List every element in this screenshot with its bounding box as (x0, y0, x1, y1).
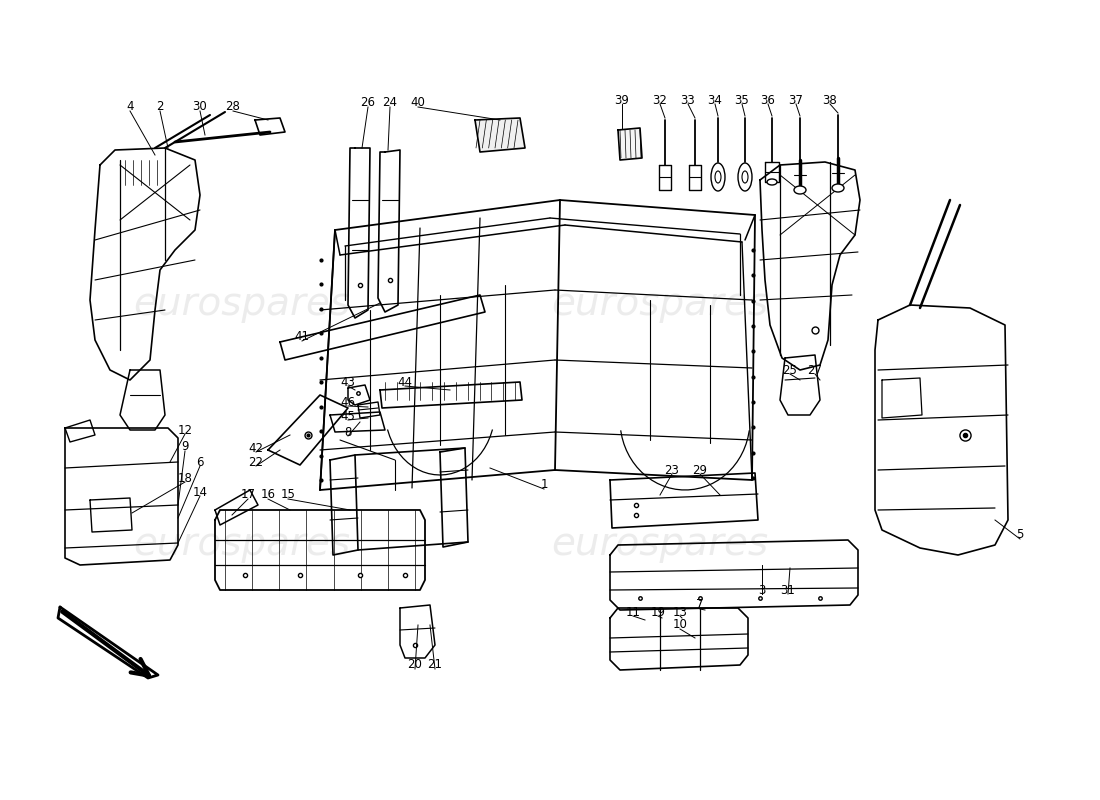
Text: 45: 45 (341, 410, 355, 422)
Text: 31: 31 (781, 583, 795, 597)
Text: 28: 28 (226, 101, 241, 114)
Text: 33: 33 (681, 94, 695, 106)
Text: 4: 4 (126, 101, 134, 114)
Text: 15: 15 (280, 489, 296, 502)
Text: 36: 36 (760, 94, 775, 106)
Ellipse shape (711, 163, 725, 191)
Text: 2: 2 (156, 101, 164, 114)
Text: 12: 12 (177, 423, 192, 437)
Text: eurospares: eurospares (133, 525, 351, 563)
Text: 25: 25 (782, 363, 797, 377)
Text: 3: 3 (758, 583, 766, 597)
Text: 42: 42 (249, 442, 264, 454)
Text: 41: 41 (295, 330, 309, 343)
Polygon shape (475, 118, 525, 152)
Text: 14: 14 (192, 486, 208, 498)
Text: 26: 26 (361, 97, 375, 110)
Text: 34: 34 (707, 94, 723, 106)
Text: eurospares: eurospares (551, 525, 769, 563)
Ellipse shape (832, 184, 844, 192)
Text: 29: 29 (693, 463, 707, 477)
Text: 11: 11 (626, 606, 640, 618)
Text: 17: 17 (241, 489, 255, 502)
Text: 24: 24 (383, 97, 397, 110)
Text: 1: 1 (540, 478, 548, 491)
Text: 9: 9 (182, 441, 189, 454)
Ellipse shape (742, 171, 748, 183)
Ellipse shape (738, 163, 752, 191)
Text: 39: 39 (615, 94, 629, 106)
Ellipse shape (767, 179, 777, 185)
Text: 5: 5 (1016, 529, 1024, 542)
Polygon shape (618, 128, 642, 160)
Text: 18: 18 (177, 471, 192, 485)
Text: 7: 7 (696, 598, 704, 611)
Text: 16: 16 (261, 489, 275, 502)
Text: 37: 37 (789, 94, 803, 106)
Text: eurospares: eurospares (133, 285, 351, 323)
Text: 19: 19 (650, 606, 666, 618)
Text: 8: 8 (344, 426, 352, 438)
Text: 10: 10 (672, 618, 688, 631)
Text: 30: 30 (192, 101, 208, 114)
Text: 40: 40 (410, 97, 426, 110)
Ellipse shape (794, 186, 806, 194)
Text: 38: 38 (823, 94, 837, 106)
Ellipse shape (715, 171, 720, 183)
Text: 22: 22 (249, 455, 264, 469)
Text: 44: 44 (397, 375, 412, 389)
Text: 20: 20 (408, 658, 422, 671)
Text: 46: 46 (341, 395, 355, 409)
Text: 32: 32 (652, 94, 668, 106)
Text: 23: 23 (664, 463, 680, 477)
Text: 6: 6 (196, 455, 204, 469)
Text: 21: 21 (428, 658, 442, 671)
Text: 27: 27 (807, 363, 823, 377)
Text: 35: 35 (735, 94, 749, 106)
Text: eurospares: eurospares (551, 285, 769, 323)
Text: 13: 13 (672, 606, 688, 618)
Text: 43: 43 (341, 375, 355, 389)
